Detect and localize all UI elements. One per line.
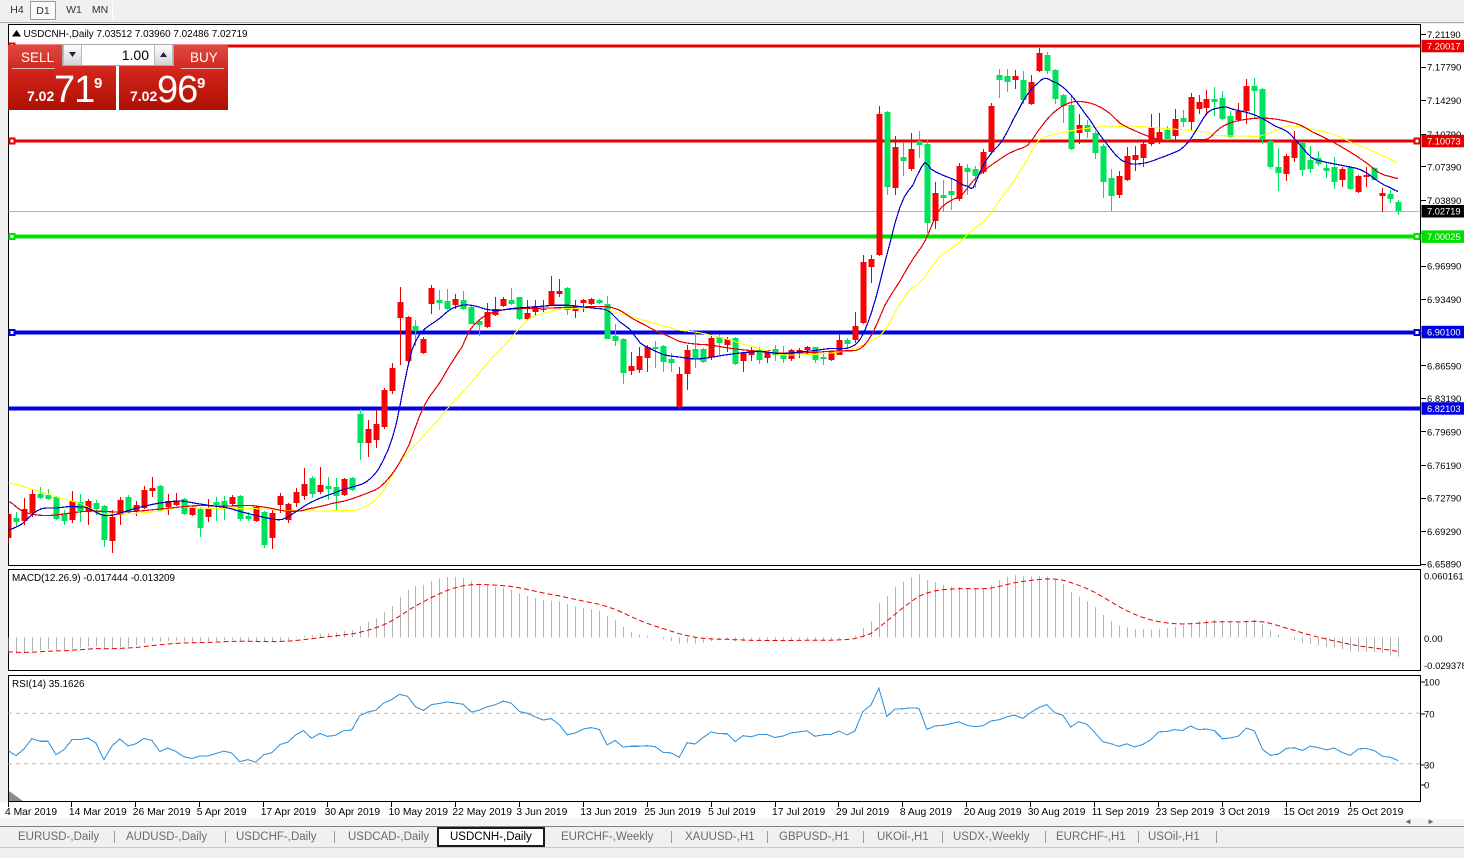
svg-text:3 Jun 2019: 3 Jun 2019 bbox=[516, 807, 567, 818]
svg-text:MACD(12.26.9) -0.017444 -0.013: MACD(12.26.9) -0.017444 -0.013209 bbox=[12, 573, 176, 584]
svg-text:7.21190: 7.21190 bbox=[1427, 30, 1461, 41]
svg-text:7.17790: 7.17790 bbox=[1427, 63, 1461, 74]
svg-text:-0.029378: -0.029378 bbox=[1424, 661, 1464, 672]
svg-text:7.00025: 7.00025 bbox=[1427, 232, 1461, 242]
svg-text:14 Mar 2019: 14 Mar 2019 bbox=[69, 807, 127, 818]
svg-text:6.90100: 6.90100 bbox=[1427, 327, 1461, 337]
svg-text:0: 0 bbox=[1424, 781, 1429, 792]
svg-text:3 Oct 2019: 3 Oct 2019 bbox=[1220, 807, 1271, 818]
svg-text:5 Apr 2019: 5 Apr 2019 bbox=[197, 807, 247, 818]
svg-text:6.82103: 6.82103 bbox=[1427, 404, 1461, 414]
svg-text:25 Oct 2019: 25 Oct 2019 bbox=[1347, 807, 1403, 818]
svg-text:22 May 2019: 22 May 2019 bbox=[452, 807, 512, 818]
svg-text:20 Aug 2019: 20 Aug 2019 bbox=[964, 807, 1022, 818]
svg-text:30: 30 bbox=[1424, 761, 1435, 772]
svg-text:0.00: 0.00 bbox=[1424, 634, 1443, 645]
svg-text:5 Jul 2019: 5 Jul 2019 bbox=[708, 807, 756, 818]
svg-text:4 Mar 2019: 4 Mar 2019 bbox=[5, 807, 57, 818]
svg-text:0.060161: 0.060161 bbox=[1424, 572, 1464, 583]
svg-text:7.20017: 7.20017 bbox=[1427, 41, 1461, 51]
svg-text:100: 100 bbox=[1424, 678, 1440, 689]
svg-text:6.65890: 6.65890 bbox=[1427, 560, 1461, 571]
svg-text:7.14290: 7.14290 bbox=[1427, 96, 1461, 107]
svg-text:6.93490: 6.93490 bbox=[1427, 295, 1461, 306]
svg-text:RSI(14) 35.1626: RSI(14) 35.1626 bbox=[12, 679, 85, 690]
svg-text:13 Jun 2019: 13 Jun 2019 bbox=[580, 807, 637, 818]
svg-text:6.79690: 6.79690 bbox=[1427, 427, 1461, 438]
svg-text:6.72790: 6.72790 bbox=[1427, 494, 1461, 505]
svg-text:15 Oct 2019: 15 Oct 2019 bbox=[1283, 807, 1339, 818]
svg-text:30 Apr 2019: 30 Apr 2019 bbox=[325, 807, 381, 818]
svg-text:70: 70 bbox=[1424, 710, 1435, 721]
svg-text:25 Jun 2019: 25 Jun 2019 bbox=[644, 807, 701, 818]
svg-text:7.10073: 7.10073 bbox=[1427, 136, 1461, 146]
svg-text:10 May 2019: 10 May 2019 bbox=[389, 807, 449, 818]
svg-text:6.86590: 6.86590 bbox=[1427, 361, 1461, 372]
svg-text:7.07390: 7.07390 bbox=[1427, 162, 1461, 173]
svg-text:26 Mar 2019: 26 Mar 2019 bbox=[133, 807, 191, 818]
svg-text:29 Jul 2019: 29 Jul 2019 bbox=[836, 807, 890, 818]
svg-text:23 Sep 2019: 23 Sep 2019 bbox=[1156, 807, 1215, 818]
svg-text:17 Apr 2019: 17 Apr 2019 bbox=[261, 807, 317, 818]
svg-text:11 Sep 2019: 11 Sep 2019 bbox=[1092, 807, 1150, 818]
svg-text:8 Aug 2019: 8 Aug 2019 bbox=[900, 807, 952, 818]
svg-text:17 Jul 2019: 17 Jul 2019 bbox=[772, 807, 826, 818]
svg-text:USDCNH-,Daily 7.03512 7.03960: USDCNH-,Daily 7.03512 7.03960 7.02486 7.… bbox=[24, 29, 248, 40]
svg-text:6.76190: 6.76190 bbox=[1427, 461, 1461, 472]
svg-text:6.96990: 6.96990 bbox=[1427, 262, 1461, 273]
svg-text:6.69290: 6.69290 bbox=[1427, 527, 1461, 538]
svg-text:30 Aug 2019: 30 Aug 2019 bbox=[1028, 807, 1086, 818]
svg-text:7.02719: 7.02719 bbox=[1427, 207, 1461, 217]
